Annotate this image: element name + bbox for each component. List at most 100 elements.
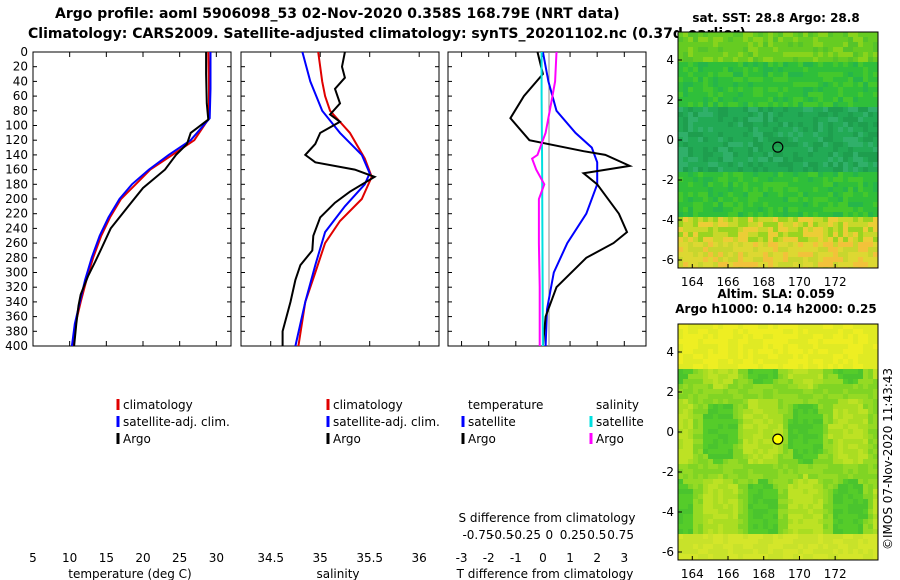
map-cell bbox=[763, 117, 769, 123]
map-cell bbox=[713, 344, 719, 350]
map-cell bbox=[813, 87, 819, 93]
map-cell bbox=[778, 444, 784, 450]
map-cell bbox=[808, 147, 814, 153]
map-cell bbox=[753, 424, 759, 430]
map-cell bbox=[713, 429, 719, 435]
map-cell bbox=[703, 192, 709, 198]
map-cell bbox=[683, 389, 689, 395]
map-cell bbox=[728, 57, 734, 63]
map-cell bbox=[758, 439, 764, 445]
map-cell bbox=[773, 137, 779, 143]
map-cell bbox=[733, 549, 739, 555]
map-cell bbox=[788, 324, 794, 330]
map-cell bbox=[863, 344, 869, 350]
map-cell bbox=[738, 469, 744, 475]
map-cell bbox=[763, 509, 769, 515]
map-cell bbox=[863, 429, 869, 435]
map-cell bbox=[808, 82, 814, 88]
map-cell bbox=[693, 77, 699, 83]
map-cell bbox=[858, 439, 864, 445]
map-cell bbox=[868, 344, 874, 350]
map-cell bbox=[738, 339, 744, 345]
map-cell bbox=[818, 364, 824, 370]
map-cell bbox=[773, 359, 779, 365]
map-cell bbox=[788, 62, 794, 68]
map-cell bbox=[748, 509, 754, 515]
map-cell bbox=[833, 77, 839, 83]
map-cell bbox=[693, 252, 699, 258]
map-cell bbox=[743, 444, 749, 450]
map-cell bbox=[743, 364, 749, 370]
map-cell bbox=[793, 554, 799, 560]
map-cell bbox=[798, 339, 804, 345]
map-cell bbox=[843, 374, 849, 380]
map-cell bbox=[833, 384, 839, 390]
map-cell bbox=[723, 82, 729, 88]
map-cell bbox=[863, 414, 869, 420]
map-cell bbox=[763, 37, 769, 43]
map-cell bbox=[868, 544, 874, 550]
map-cell bbox=[783, 514, 789, 520]
map-cell bbox=[738, 374, 744, 380]
map-cell bbox=[808, 504, 814, 510]
map-cell bbox=[683, 142, 689, 148]
map-cell bbox=[788, 37, 794, 43]
map-cell bbox=[793, 484, 799, 490]
map-cell bbox=[743, 87, 749, 93]
map-cell bbox=[743, 217, 749, 223]
map-cell bbox=[858, 112, 864, 118]
map-cell bbox=[873, 369, 879, 375]
map-cell bbox=[723, 112, 729, 118]
map-cell bbox=[703, 87, 709, 93]
map-cell bbox=[828, 409, 834, 415]
map-cell bbox=[868, 112, 874, 118]
map-cell bbox=[713, 162, 719, 168]
map-cell bbox=[743, 232, 749, 238]
map-cell bbox=[863, 359, 869, 365]
map-cell bbox=[723, 227, 729, 233]
map-cell bbox=[708, 177, 714, 183]
map-cell bbox=[688, 469, 694, 475]
map-cell bbox=[683, 419, 689, 425]
map-cell bbox=[748, 247, 754, 253]
depth-tick-label: 120 bbox=[5, 133, 28, 147]
map-x-tick-label: 164 bbox=[681, 275, 704, 289]
map-cell bbox=[793, 474, 799, 480]
map-cell bbox=[843, 549, 849, 555]
map-cell bbox=[693, 47, 699, 53]
map-cell bbox=[858, 524, 864, 530]
map-cell bbox=[698, 182, 704, 188]
map-cell bbox=[743, 379, 749, 385]
map-cell bbox=[683, 534, 689, 540]
map-cell bbox=[778, 157, 784, 163]
map-cell bbox=[688, 32, 694, 38]
map-cell bbox=[718, 419, 724, 425]
map-cell bbox=[738, 524, 744, 530]
map-cell bbox=[713, 404, 719, 410]
map-cell bbox=[823, 404, 829, 410]
map-cell bbox=[803, 509, 809, 515]
map-cell bbox=[868, 554, 874, 560]
map-cell bbox=[708, 534, 714, 540]
map-cell bbox=[678, 339, 684, 345]
map-cell bbox=[713, 369, 719, 375]
map-cell bbox=[773, 354, 779, 360]
map-cell bbox=[698, 419, 704, 425]
map-cell bbox=[798, 364, 804, 370]
map-cell bbox=[758, 494, 764, 500]
map-cell bbox=[843, 177, 849, 183]
map-cell bbox=[773, 57, 779, 63]
map-cell bbox=[823, 514, 829, 520]
map-cell bbox=[778, 62, 784, 68]
map-cell bbox=[833, 544, 839, 550]
map-cell bbox=[783, 534, 789, 540]
map-cell bbox=[723, 449, 729, 455]
map-cell bbox=[783, 364, 789, 370]
map-cell bbox=[778, 107, 784, 113]
map-cell bbox=[783, 77, 789, 83]
map-cell bbox=[793, 37, 799, 43]
map-cell bbox=[848, 529, 854, 535]
map-cell bbox=[828, 324, 834, 330]
map-cell bbox=[683, 232, 689, 238]
